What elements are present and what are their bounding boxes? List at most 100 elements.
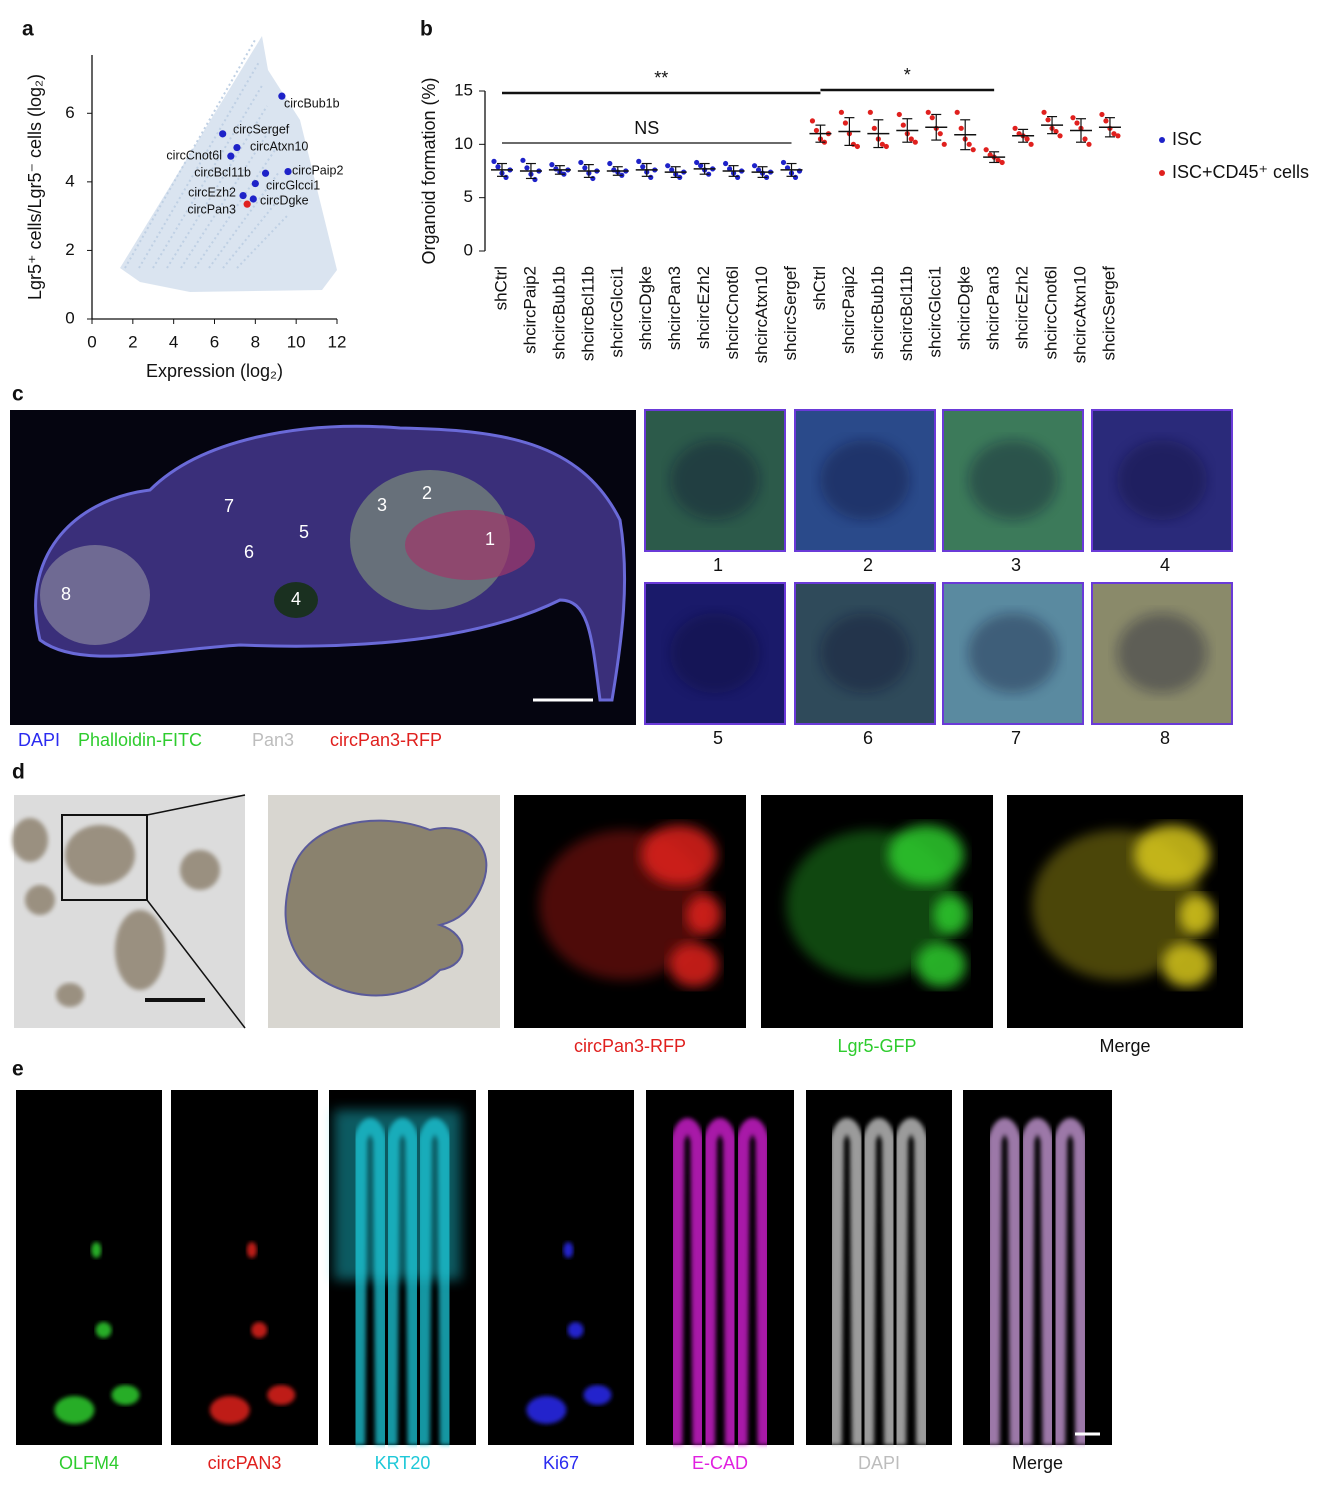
- data-point: [1111, 131, 1117, 137]
- point-label: circPan3: [187, 202, 236, 216]
- point-label: circAtxn10: [250, 139, 308, 153]
- data-point: [723, 160, 729, 167]
- image-caption: Merge: [1012, 1453, 1063, 1473]
- y-tick-label: 4: [65, 171, 74, 190]
- x-tick-label: shcircPaip2: [520, 266, 539, 354]
- data-point: [995, 157, 1001, 163]
- y-tick-label: 5: [464, 187, 473, 206]
- region-label: 4: [291, 589, 301, 609]
- zoom-line: [146, 794, 246, 816]
- inset-label: 3: [1011, 555, 1021, 575]
- region-label: 7: [224, 496, 234, 516]
- x-tick-label: shCtrl: [491, 266, 510, 310]
- image-caption: E-CAD: [692, 1453, 748, 1473]
- zoom-box: [61, 814, 148, 901]
- fluorescence-bright: [1134, 825, 1210, 885]
- data-point: [842, 120, 849, 126]
- point: [261, 169, 270, 177]
- data-point: [727, 166, 733, 172]
- region-label: 8: [61, 584, 71, 604]
- data-point: [491, 158, 497, 164]
- y-tick-label: 6: [65, 103, 74, 122]
- villus: [1018, 1118, 1057, 1446]
- data-point: [958, 125, 964, 131]
- cloud-streak: [152, 83, 264, 269]
- inset-texture: [1117, 440, 1207, 520]
- stain-spot: [526, 1396, 567, 1424]
- stain-image: [963, 1090, 1112, 1445]
- x-tick-label: shcircCnot6l: [723, 266, 742, 360]
- inset-label: 4: [1160, 555, 1170, 575]
- y-tick-label: 15: [454, 80, 473, 99]
- significance-label: **: [654, 68, 668, 88]
- x-tick-label: 10: [287, 332, 306, 351]
- data-point: [908, 136, 914, 142]
- inset-label: 7: [1011, 728, 1021, 748]
- channel-label: Pan3: [252, 730, 294, 750]
- x-tick-label: shcircBcl11b: [897, 266, 916, 361]
- organ: [405, 510, 535, 580]
- region-label: 3: [377, 495, 387, 515]
- point-label: circBub1b: [284, 96, 340, 110]
- y-tick-label: 0: [464, 240, 473, 259]
- stain-spot: [209, 1396, 250, 1424]
- image-caption: OLFM4: [59, 1453, 119, 1473]
- data-point: [698, 163, 704, 169]
- villus: [892, 1118, 931, 1446]
- inset-texture: [968, 440, 1058, 520]
- panel-label: d: [12, 761, 25, 784]
- data-point: [813, 127, 820, 134]
- data-point: [648, 174, 654, 180]
- data-point: [1070, 115, 1076, 121]
- data-point: [1016, 131, 1022, 137]
- cloud-streak: [124, 39, 256, 269]
- cloud-streak: [166, 105, 268, 269]
- stain-spot: [567, 1322, 584, 1338]
- x-tick-label: shcircPaip2: [839, 266, 858, 354]
- point-label: circEzh2: [188, 185, 236, 199]
- x-tick-label: 4: [169, 332, 178, 351]
- data-point: [912, 139, 918, 145]
- point: [227, 152, 235, 160]
- fluorescence-bright: [641, 825, 717, 885]
- cloud-streak: [222, 193, 284, 269]
- data-point: [755, 167, 762, 173]
- point-label: circCnot6l: [166, 148, 222, 162]
- stain-spot: [583, 1385, 612, 1405]
- fluorescence-bright: [669, 943, 719, 987]
- image-caption: KRT20: [375, 1453, 431, 1473]
- stain-spot: [54, 1396, 95, 1424]
- data-point: [495, 164, 501, 170]
- image-caption: Merge: [1099, 1036, 1150, 1056]
- x-tick-label: shcircEzh2: [694, 266, 713, 349]
- y-tick-label: 2: [65, 240, 74, 259]
- data-point: [751, 163, 758, 169]
- organoid: [65, 825, 135, 885]
- data-point: [838, 109, 845, 115]
- fluorescence-bright: [1162, 943, 1212, 987]
- x-tick-label: shcircGlcci1: [607, 266, 626, 358]
- inset-label: 1: [713, 555, 723, 575]
- x-tick-label: shcircAtxn10: [752, 266, 771, 363]
- data-point: [1053, 128, 1059, 135]
- organoid-closeup: [284, 819, 488, 997]
- inset-label: 2: [863, 555, 873, 575]
- point-label: circDgke: [260, 193, 309, 207]
- stain-spot: [251, 1322, 268, 1338]
- fluorescence-bright: [1179, 895, 1215, 935]
- data-point: [735, 174, 741, 180]
- data-point: [784, 165, 791, 171]
- point-label: circSergef: [233, 122, 290, 136]
- x-tick-label: shcircSergef: [781, 266, 800, 361]
- data-point: [1086, 141, 1092, 147]
- organoid: [12, 818, 48, 862]
- data-point: [925, 109, 931, 115]
- data-point: [1012, 125, 1018, 131]
- data-point: [937, 131, 943, 137]
- image-caption: circPan3-RFP: [574, 1036, 686, 1056]
- x-axis-title: Expression (log₂): [146, 361, 283, 381]
- data-point: [1028, 141, 1034, 147]
- x-tick-label: shcircEzh2: [1013, 266, 1032, 349]
- organoid: [25, 885, 55, 915]
- x-tick-label: shcircDgke: [636, 266, 655, 350]
